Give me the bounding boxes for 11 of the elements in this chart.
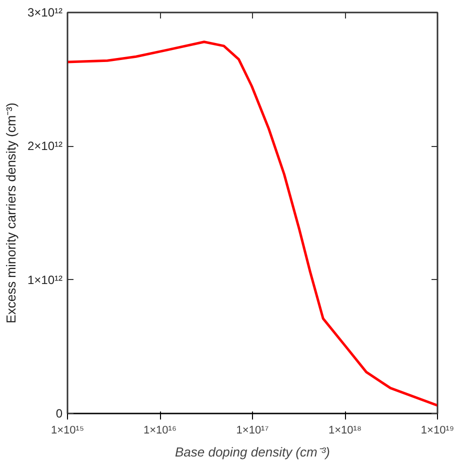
y-tick-label: 0 <box>56 406 63 420</box>
x-tick-label: 1×10¹⁷ <box>236 424 269 436</box>
x-tick-label: 1×10¹⁵ <box>51 424 84 436</box>
x-axis-title: Base doping density (cm⁻³) <box>174 444 330 460</box>
x-tick-label: 1×10¹⁹ <box>420 424 454 436</box>
x-tick-label: 1×10¹⁶ <box>144 424 176 436</box>
y-tick-label: 2×10¹² <box>27 139 63 154</box>
y-tick-label: 3×10¹² <box>27 6 63 20</box>
x-tick-label: 1×10¹⁸ <box>328 424 362 436</box>
y-axis-title: Excess minority carriers density (cm⁻³) <box>3 102 18 324</box>
y-tick-label: 1×10¹² <box>27 272 63 287</box>
